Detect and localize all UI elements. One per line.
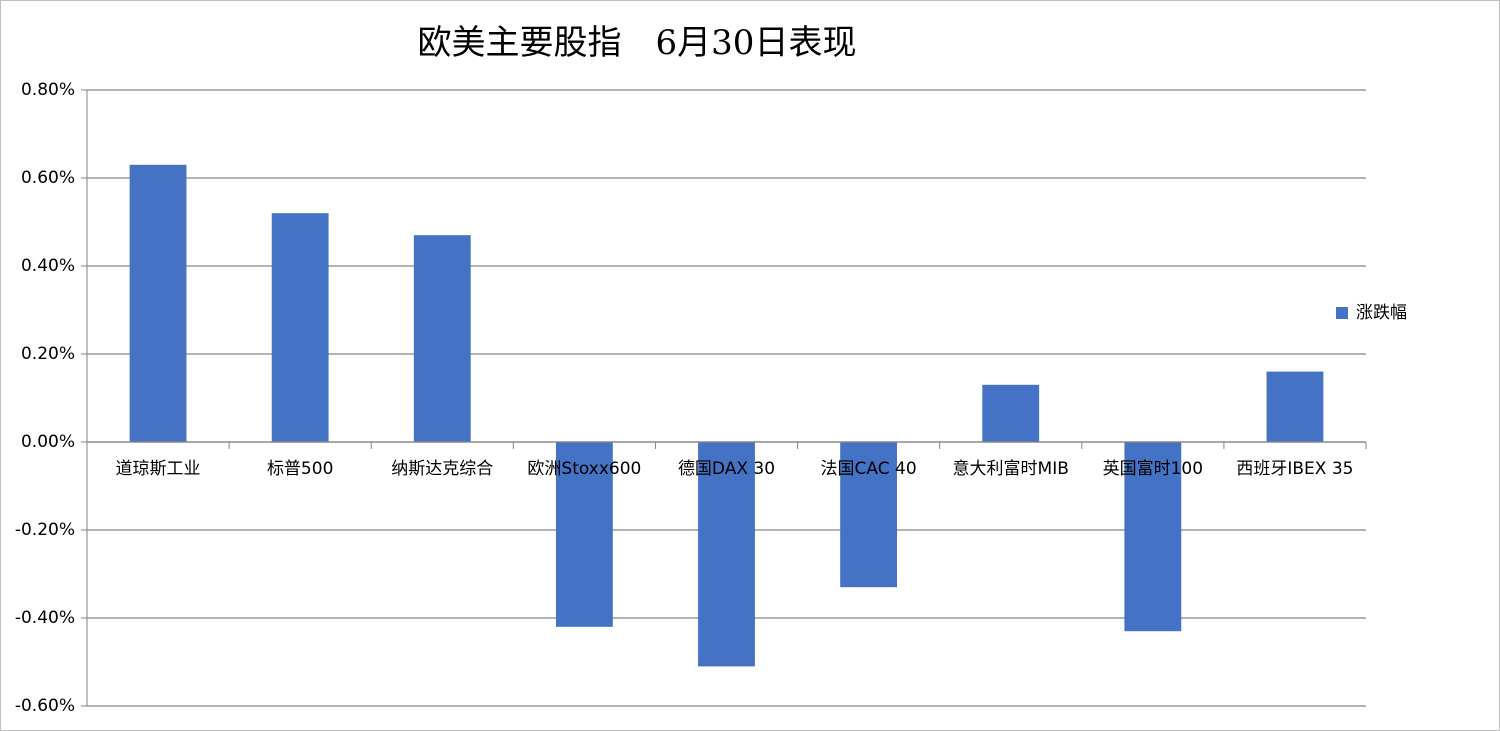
x-tick-label: 纳斯达克综合: [391, 459, 493, 479]
bar: [1266, 371, 1324, 442]
bar: [1124, 442, 1182, 632]
bar: [271, 213, 329, 442]
y-tick-label: -0.20%: [15, 520, 75, 540]
bar: [982, 384, 1040, 442]
y-tick-label: 0.00%: [21, 432, 75, 452]
x-tick-label: 西班牙IBEX 35: [1236, 459, 1353, 479]
x-tick-label: 道琼斯工业: [116, 459, 201, 479]
x-tick-label: 意大利富时MIB: [953, 459, 1069, 479]
y-tick-label: 0.80%: [21, 80, 75, 100]
y-tick-label: -0.40%: [15, 608, 75, 628]
x-tick-label: 法国CAC 40: [821, 459, 917, 479]
y-tick-label: -0.60%: [15, 696, 75, 716]
bar: [413, 235, 471, 442]
legend-label: 涨跌幅: [1356, 303, 1407, 323]
bar: [129, 164, 187, 443]
x-tick-label: 德国DAX 30: [678, 459, 775, 479]
bar: [840, 442, 898, 588]
x-tick-label: 标普500: [267, 459, 333, 479]
y-tick-label: 0.60%: [21, 168, 75, 188]
bar: [698, 442, 755, 667]
y-tick-label: 0.20%: [21, 344, 75, 364]
bar: [555, 442, 613, 627]
y-tick-label: 0.40%: [21, 256, 75, 276]
legend-swatch: [1336, 307, 1348, 319]
chart-title: 欧美主要股指 6月30日表现: [418, 23, 857, 63]
x-tick-label: 英国富时100: [1103, 459, 1203, 479]
x-tick-label: 欧洲Stoxx600: [527, 459, 641, 479]
